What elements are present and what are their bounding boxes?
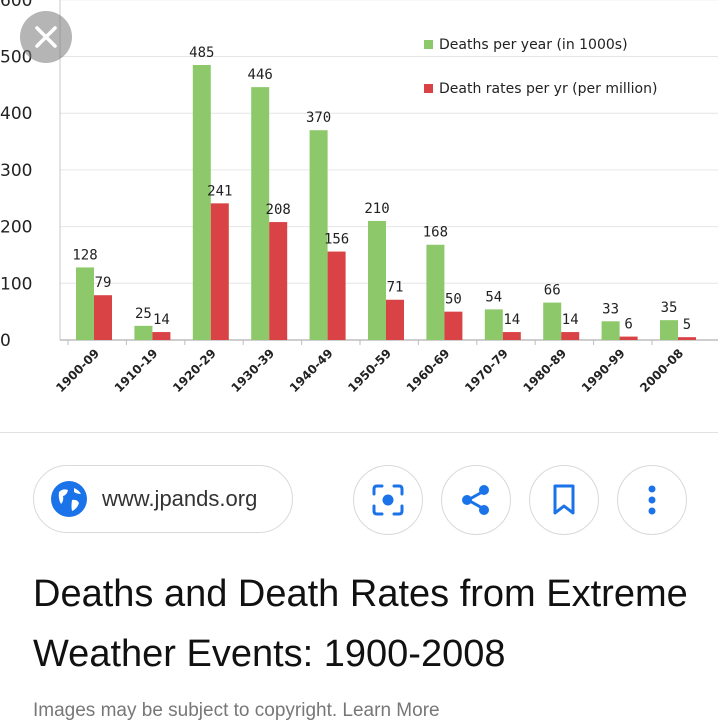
data-label: 168 [423,225,448,241]
data-label: 25 [135,306,152,322]
x-tick-label: 1920-29 [170,346,219,395]
x-tick-label: 1900-09 [53,346,102,395]
data-label: 71 [387,280,404,296]
bar-deaths [660,320,678,340]
data-label: 5 [683,317,691,333]
share-button[interactable] [441,465,511,535]
legend-swatch [424,84,433,93]
bar-death-rate [386,299,404,340]
data-label: 128 [72,247,97,263]
bar-death-rate [210,203,229,340]
data-label: 370 [306,110,331,126]
bookmark-button[interactable] [529,465,599,535]
bar-death-rate [269,222,288,340]
bar-deaths [543,302,562,340]
x-tick-label: 1990-99 [579,346,628,395]
y-tick-label: 300 [0,161,32,181]
data-label: 446 [248,67,273,83]
data-label: 210 [364,201,389,217]
bar-death-rate [94,295,112,340]
bar-deaths [134,325,153,340]
x-tick-label: 1980-89 [520,346,569,395]
bar-death-rate [152,332,171,340]
bar-death-rate [444,311,463,340]
bar-deaths [192,65,211,340]
data-label: 241 [207,183,232,199]
divider [0,432,718,433]
x-tick-label: 1960-69 [404,346,453,395]
bar-deaths [426,244,445,340]
lens-icon [372,484,404,516]
data-label: 156 [324,232,349,248]
data-label: 33 [602,301,619,317]
lens-button[interactable] [353,465,423,535]
data-label: 79 [95,275,112,291]
legend-swatch [424,40,433,49]
bar-deaths [76,267,94,340]
close-button[interactable] [20,11,72,63]
bar-death-rate [327,251,346,340]
bar-deaths [368,220,386,340]
data-label: 485 [189,45,214,61]
bar-death-rate [678,337,696,340]
globe-icon [51,481,87,517]
x-tick-label: 1940-49 [287,346,336,395]
data-label: 14 [503,312,520,328]
y-tick-label: 100 [0,274,32,294]
bar-death-rate [561,332,580,340]
legend-label: Deaths per year (in 1000s) [439,37,628,53]
bar-death-rate [502,332,521,340]
bar-deaths [601,321,620,340]
result-title[interactable]: Deaths and Death Rates from Extreme Weat… [33,573,688,675]
source-url: www.jpands.org [102,486,258,511]
y-tick-label: 200 [0,218,32,238]
data-label: 54 [485,289,502,305]
x-tick-label: 1930-39 [228,346,277,395]
chart-image: 0 100 200 300 400 500 600 128 79 1900-09 25 14 1910-… [0,0,718,396]
x-tick-label: 2000-08 [637,346,686,395]
bar-deaths [251,87,270,340]
more-vert-icon [648,485,656,515]
data-label: 50 [445,292,462,308]
bar-deaths [309,130,328,340]
data-label: 6 [624,317,632,333]
x-tick-label: 1950-59 [345,346,394,395]
bar-deaths [484,309,503,340]
close-icon [35,26,57,48]
source-link[interactable]: www.jpands.org [33,465,293,533]
data-label: 14 [562,312,579,328]
y-tick-label: 600 [0,0,32,11]
bar-death-rate [619,336,638,340]
data-label: 14 [153,312,170,328]
x-tick-label: 1910-19 [112,346,161,395]
y-tick-label: 0 [0,331,11,351]
more-button[interactable] [617,465,687,535]
data-label: 208 [266,202,291,218]
data-label: 35 [661,300,678,316]
copyright-disclaimer: Images may be subject to copyright. Lear… [33,700,440,721]
legend-label: Death rates per yr (per million) [439,81,657,97]
bookmark-icon [553,484,575,515]
y-tick-label: 400 [0,104,32,124]
share-icon [462,485,489,515]
data-label: 66 [544,283,561,299]
x-tick-label: 1970-79 [462,346,511,395]
